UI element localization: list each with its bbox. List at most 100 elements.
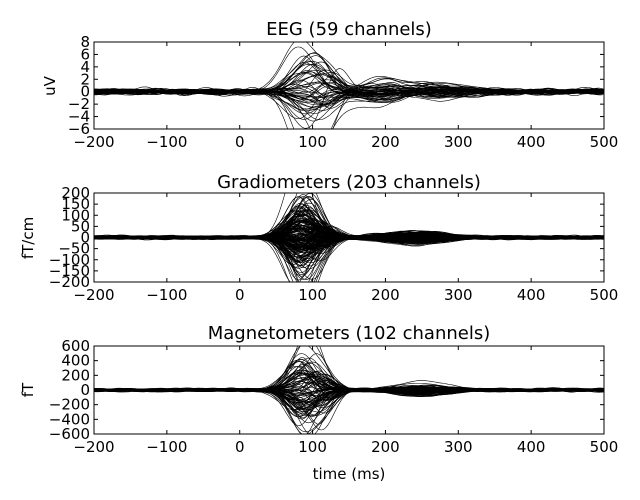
gradiometers-panel: Gradiometers (203 channels) fT/cm −200 −1… [19,172,619,304]
eeg-xtick-label: −100 [146,133,187,151]
eeg-ylabel: uV [41,75,59,96]
magnetometers-ytick-label: −600 [49,425,90,443]
magnetometers-xtick-label: 400 [517,438,546,456]
gradiometers-channel-trace [94,206,604,240]
gradiometers-channel-trace [94,210,604,240]
gradiometers-ytick-label: −50 [58,240,90,258]
gradiometers-channel-trace [94,235,604,282]
gradiometers-ticks: −200 −100 0 100 200 300 400 500−200−150−100−500… [49,184,619,304]
gradiometers-channel-trace [94,236,604,261]
magnetometers-xtick-label: 300 [444,438,473,456]
gradiometers-traces [94,193,604,282]
gradiometers-xtick-label: 100 [298,286,327,304]
magnetometers-channel-trace [94,388,604,424]
gradiometers-channel-trace [94,198,604,240]
gradiometers-channel-trace [94,204,604,240]
gradiometers-ytick-label: 150 [61,195,90,213]
magnetometers-channel-trace [94,373,604,400]
magnetometers-axes-frame [93,345,605,435]
magnetometers-xtick-label: −100 [146,438,187,456]
gradiometers-channel-trace [94,235,604,266]
magnetometers-channel-trace [94,387,604,413]
eeg-xtick-label: 300 [444,133,473,151]
gradiometers-ylabel: fT/cm [19,217,37,259]
eeg-xtick-label: 400 [517,133,546,151]
eeg-ytick-label: 2 [80,70,90,88]
eeg-xtick-label: 500 [590,133,619,151]
gradiometers-channel-trace [94,236,604,277]
gradiometers-channel-trace [94,236,604,268]
gradiometers-channel-trace [94,236,604,261]
gradiometers-xtick-label: 300 [444,286,473,304]
gradiometers-ytick-label: −200 [49,273,90,291]
gradiometers-channel-trace [94,236,604,280]
magnetometers-channel-trace [94,380,604,411]
magnetometers-ytick-label: 200 [61,366,90,384]
magnetometers-channel-trace [94,388,604,418]
eeg-channel-trace [94,64,604,102]
magnetometers-channel-trace [94,388,604,434]
eeg-channel-trace [94,72,604,95]
gradiometers-xtick-label: 0 [235,286,245,304]
eeg-ytick-label: −4 [68,108,90,126]
magnetometers-xtick-label: 100 [298,438,327,456]
magnetometers-ytick-label: 400 [61,352,90,370]
gradiometers-xtick-label: 200 [371,286,400,304]
gradiometers-channel-trace [94,205,604,240]
eeg-ytick-label: −2 [68,95,90,113]
eeg-ytick-label: 4 [80,58,90,76]
magnetometers-xtick-label: 200 [371,438,400,456]
magnetometers-channel-trace [94,358,604,392]
gradiometers-ytick-label: 100 [61,206,90,224]
eeg-ytick-label: 8 [80,33,90,51]
magnetometers-channel-trace [94,359,604,397]
magnetometers-channel-trace [94,361,604,392]
gradiometers-ytick-label: 200 [61,184,90,202]
gradiometers-channel-trace [94,210,604,240]
gradiometers-xtick-label: −100 [146,286,187,304]
magnetometers-channel-trace [94,370,604,400]
gradiometers-channel-trace [94,236,604,262]
eeg-channel-trace [94,55,604,95]
eeg-ytick-label: 6 [80,45,90,63]
gradiometers-channel-trace [94,230,604,282]
gradiometers-channel-trace [94,207,604,240]
time-xlabel: time (ms) [313,465,386,483]
magnetometers-channel-trace [94,387,604,426]
gradiometers-channel-trace [94,236,604,261]
gradiometers-channel-trace [94,234,604,280]
eeg-axes-frame [93,41,605,130]
gradiometers-channel-trace [94,235,604,269]
eeg-xtick-label: 200 [371,133,400,151]
gradiometers-channel-trace [94,214,604,247]
magnetometers-channel-trace [94,357,604,392]
magnetometers-xtick-label: −200 [73,438,114,456]
eeg-title: EEG (59 channels) [266,19,432,40]
gradiometers-channel-trace [94,235,604,248]
gradiometers-title: Gradiometers (203 channels) [217,172,481,193]
magnetometers-panel: Magnetometers (102 channels) fT −200 −100… [19,323,618,483]
eeg-panel: EEG (59 channels) uV −200 −100 0 100 200 300 4… [41,19,618,151]
gradiometers-ytick-label: 50 [71,217,90,235]
eeg-channel-trace [94,90,604,105]
magnetometers-channel-trace [94,389,604,434]
eeg-channel-trace [94,46,604,96]
gradiometers-xtick-label: −200 [73,286,114,304]
magnetometers-ylabel: fT [19,382,37,397]
gradiometers-channel-trace [94,196,604,239]
magnetometers-ytick-label: −200 [49,396,90,414]
magnetometers-xtick-label: 0 [235,438,245,456]
eeg-channel-trace [94,62,604,94]
gradiometers-channel-trace [94,194,604,239]
magnetometers-channel-trace [94,388,604,431]
magnetometers-channel-trace [94,386,604,425]
magnetometers-channel-trace [94,359,604,401]
gradiometers-channel-trace [94,204,604,240]
eeg-ytick-label: −6 [68,120,90,138]
gradiometers-channel-trace [94,236,604,282]
magnetometers-channel-trace [94,346,604,391]
eeg-ytick-label: 0 [80,83,90,101]
gradiometers-channel-trace [94,226,604,260]
